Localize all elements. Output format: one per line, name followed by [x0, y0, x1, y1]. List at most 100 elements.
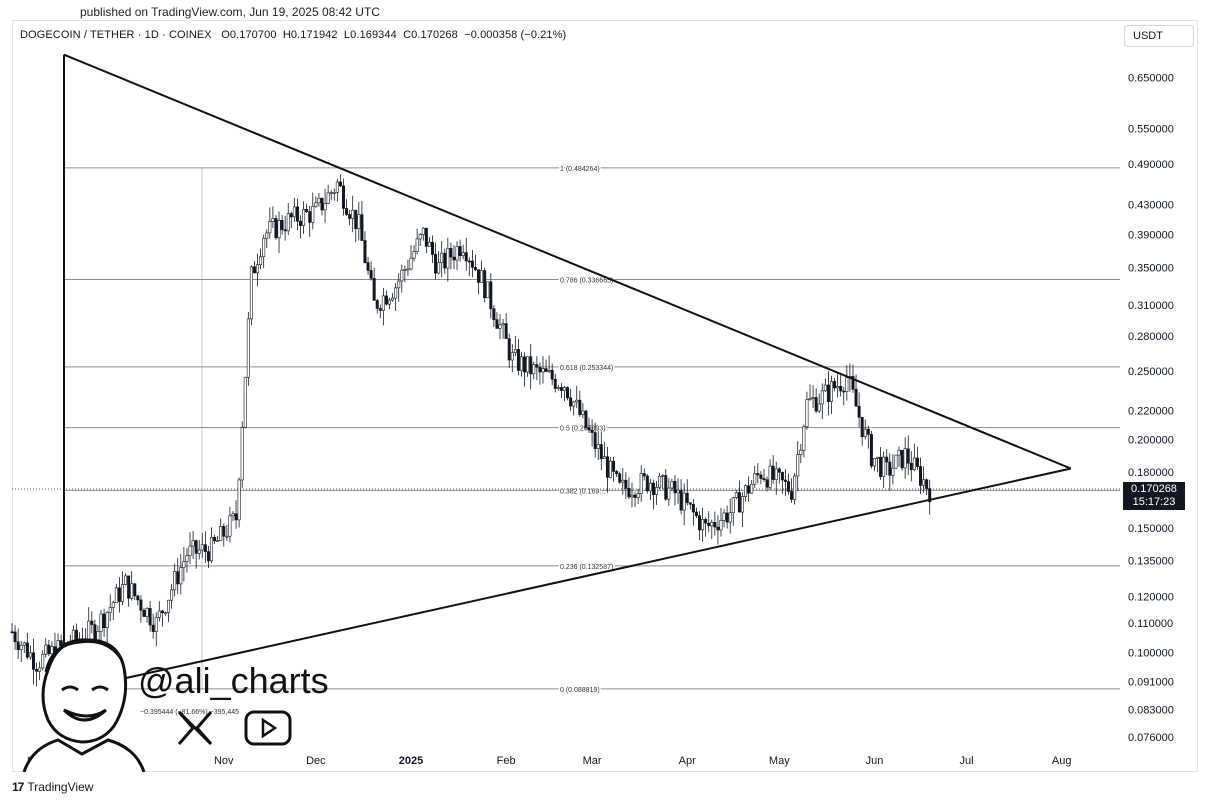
candle-body [516, 349, 520, 371]
price-tick-label: 0.120000 [1128, 591, 1174, 603]
x-logo-icon[interactable] [175, 710, 215, 746]
candle-body [820, 390, 824, 405]
candle-body [768, 465, 772, 488]
price-tick-label: 0.076000 [1128, 732, 1174, 744]
candle-body [541, 368, 545, 373]
candle-body [185, 555, 189, 562]
candle-body [492, 308, 496, 320]
candle-body [13, 631, 17, 643]
candle-body [922, 479, 926, 486]
candle-body [434, 254, 438, 274]
candle-body [225, 535, 229, 538]
candle-body [418, 234, 422, 240]
candle-body [918, 466, 922, 486]
candle-body [777, 468, 781, 473]
candle-body [295, 206, 299, 222]
candle-body [655, 486, 659, 495]
candle-body [609, 460, 613, 478]
candle-body [679, 489, 683, 511]
candle-body [477, 269, 481, 283]
candle-body [532, 364, 536, 375]
candle-body [99, 613, 103, 632]
avatar-portrait [22, 638, 146, 772]
candle-body [538, 366, 542, 373]
candle-body [252, 266, 256, 274]
candle-body [424, 227, 428, 247]
candle-body [437, 262, 441, 274]
candle-body [513, 349, 517, 353]
candle-body [265, 232, 269, 239]
candle-body [572, 401, 576, 407]
candle-body [888, 461, 892, 476]
candle-body [194, 540, 198, 554]
candle-body [648, 482, 652, 492]
candle-body [130, 583, 134, 599]
candle-body [860, 416, 864, 437]
candle-body [47, 644, 51, 655]
legend-symbol[interactable]: DOGECOIN / TETHER · 1D · COINEX [20, 29, 212, 41]
candle-body [197, 549, 201, 554]
candle-body [569, 397, 573, 407]
candle-body [90, 620, 94, 625]
candle-body [489, 281, 493, 310]
candle-body [249, 266, 253, 320]
candle-body [829, 381, 833, 402]
candle-body [173, 571, 177, 591]
candle-body [762, 478, 766, 481]
candle-body [731, 497, 735, 514]
time-tick-label: Nov [214, 755, 234, 767]
candle-body [725, 512, 729, 523]
candle-body [403, 269, 407, 271]
candle-body [928, 488, 932, 503]
candle-body [289, 213, 293, 218]
tradingview-footer[interactable]: 17 TradingView [12, 780, 93, 794]
currency-button[interactable]: USDT [1124, 25, 1194, 47]
candle-body [599, 444, 603, 460]
candle-body [369, 270, 373, 279]
candle-body [728, 512, 732, 523]
youtube-play-icon[interactable] [244, 710, 292, 746]
candle-body [357, 214, 361, 230]
candle-body [280, 220, 284, 230]
candle-body [397, 280, 401, 289]
candle-body [341, 185, 345, 209]
candle-body [713, 522, 717, 528]
fib-measure-label: −0.395444 (−81.66%) −395,445 [140, 709, 239, 716]
candle-body [323, 203, 327, 211]
candle-body [900, 449, 904, 469]
candle-body [793, 475, 797, 500]
time-tick-label: Aug [1052, 755, 1072, 767]
last-price-tag: 0.170268 15:17:23 [1123, 482, 1185, 510]
candle-body [605, 456, 609, 478]
candle-body [219, 526, 223, 541]
candle-body [16, 641, 20, 651]
candle-body [701, 519, 705, 531]
candle-body [210, 536, 214, 562]
candle-body [412, 251, 416, 259]
symbol-legend: DOGECOIN / TETHER · 1D · COINEX O0.17070… [20, 29, 566, 41]
candle-body [378, 308, 382, 311]
candle-body [925, 479, 929, 489]
time-tick-label: Mar [583, 755, 602, 767]
candle-body [41, 653, 45, 669]
time-tick-label: Jul [960, 755, 974, 767]
candle-body [231, 513, 235, 517]
candle-body [817, 403, 821, 412]
legend-low: L0.169344 [343, 29, 397, 41]
candle-body [808, 398, 812, 400]
candle-body [406, 268, 410, 271]
candle-body [22, 642, 26, 646]
price-tick-label: 0.650000 [1128, 72, 1174, 84]
candle-body [602, 456, 606, 460]
candle-body [756, 473, 760, 476]
candle-body [455, 246, 459, 261]
candle-body [737, 492, 741, 513]
candle-body [38, 667, 42, 672]
candle-body [575, 399, 579, 403]
price-tick-label: 0.350000 [1128, 263, 1174, 275]
candle-body [882, 456, 886, 477]
candle-body [535, 364, 539, 368]
price-tick-label: 0.430000 [1128, 199, 1174, 211]
candle-body [440, 252, 444, 264]
